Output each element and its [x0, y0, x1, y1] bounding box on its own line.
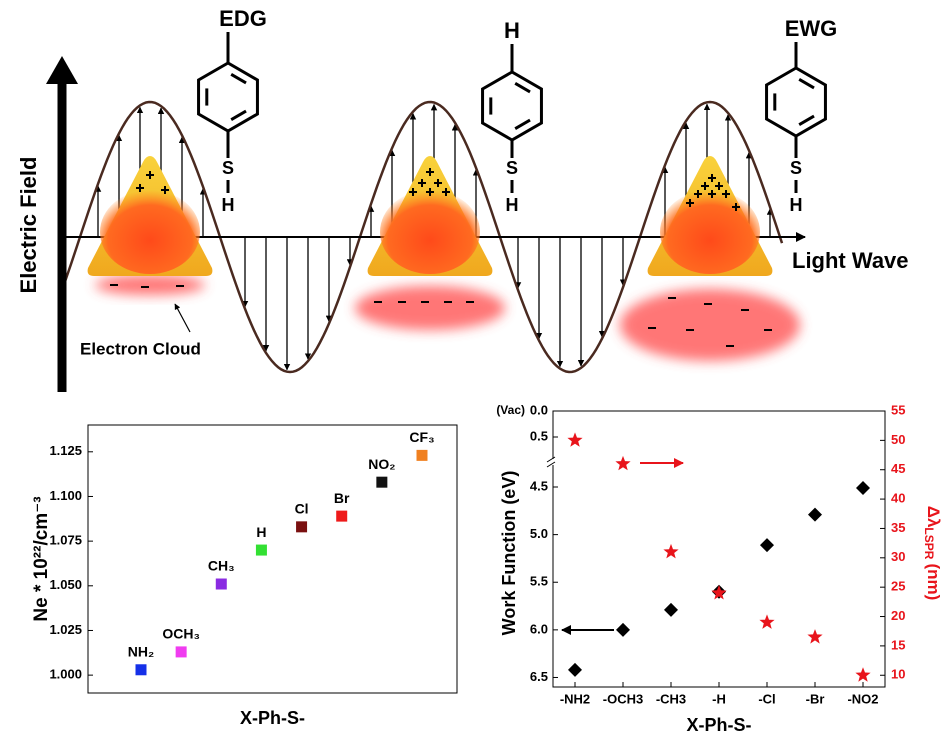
data-point [376, 477, 387, 488]
y-tick-label: 5.0 [530, 526, 548, 541]
point-label: NO₂ [368, 456, 395, 472]
diamond-point [760, 538, 774, 552]
vacuum-label: (Vac) [496, 403, 525, 417]
y2-tick-label: 25 [891, 579, 905, 594]
y2-tick-label: 10 [891, 667, 905, 682]
star-point [855, 667, 870, 681]
star-point [663, 544, 678, 559]
point-label: Br [334, 490, 350, 506]
y2-label-sub: LSPR [922, 527, 936, 559]
data-point [136, 664, 147, 675]
point-label: Cl [295, 501, 309, 517]
substituent-label: EDG [219, 6, 267, 31]
data-point [256, 545, 267, 556]
y-tick-label: 6.5 [530, 669, 548, 684]
diamond-point [664, 603, 678, 617]
hot-core [100, 190, 200, 274]
y2-tick-label: 30 [891, 549, 905, 564]
data-point [296, 521, 307, 532]
electron-cloud [620, 289, 800, 361]
data-point [417, 450, 428, 461]
hydrogen-label: H [790, 195, 803, 215]
y2-tick-label: 35 [891, 520, 905, 535]
x-tick-label: -CH3 [656, 691, 686, 706]
data-point [336, 511, 347, 522]
x-axis-label: X-Ph-S- [687, 715, 752, 735]
electron-cloud [355, 286, 505, 330]
y-tick-label: 1.125 [49, 443, 82, 458]
cloud-label: Electron Cloud [80, 339, 201, 358]
hydrogen-label: H [506, 195, 519, 215]
field-label: Electric Field [16, 157, 41, 294]
double-bond [231, 74, 246, 83]
double-bond [231, 111, 246, 120]
data-point [216, 579, 227, 590]
double-bond [515, 120, 530, 129]
substituent-label: EWG [785, 16, 838, 41]
y2-tick-label: 50 [891, 432, 905, 447]
point-label: H [256, 524, 266, 540]
sulfur-label: S [222, 158, 234, 178]
star-point [759, 614, 774, 629]
x-tick-label: -NH2 [560, 691, 590, 706]
y2-label-unit: (nm) [924, 563, 943, 600]
star-point [615, 456, 630, 470]
y-tick-label: 1.050 [49, 577, 82, 592]
point-label: CF₃ [409, 429, 434, 445]
x-tick-label: -NO2 [847, 691, 878, 706]
diamond-point [568, 663, 582, 677]
data-point [176, 646, 187, 657]
point-label: OCH₃ [162, 626, 200, 642]
y-tick-label: 4.5 [530, 478, 548, 493]
double-bond [799, 116, 814, 125]
double-bond [799, 79, 814, 88]
plot-frame [553, 411, 885, 687]
y2-tick-label: 40 [891, 491, 905, 506]
sulfur-label: S [790, 158, 802, 178]
x-tick-label: -Cl [758, 691, 775, 706]
point-label: NH₂ [128, 643, 154, 659]
y-tick-label: 6.0 [530, 621, 548, 636]
y2-tick-label: 20 [891, 608, 905, 623]
x-tick-label: -H [712, 691, 726, 706]
diamond-point [616, 623, 630, 637]
y-tick-label: 1.000 [49, 667, 82, 682]
y2-label-main: Δλ [924, 506, 943, 528]
point-label: CH₃ [208, 558, 235, 574]
field-arrowhead [46, 56, 78, 84]
y2-axis-label: ΔλLSPR (nm) [922, 506, 943, 601]
y-tick-label: 0.0 [530, 402, 548, 417]
sulfur-label: S [506, 158, 518, 178]
diagram: Electric Field Light Wave Electron Cloud… [16, 6, 909, 392]
y-axis-label: Ne * 10²²/cm⁻³ [31, 496, 52, 621]
x-tick-label: -Br [806, 691, 825, 706]
x-tick-label: -OCH3 [603, 691, 643, 706]
y2-tick-label: 45 [891, 461, 905, 476]
diamond-point [808, 508, 822, 522]
star-point [807, 629, 822, 644]
y-tick-label: 1.025 [49, 622, 82, 637]
y-axis-label: Work Function (eV) [499, 471, 519, 636]
y-tick-label: 0.5 [530, 428, 548, 443]
y-tick-label: 1.075 [49, 533, 82, 548]
star-point [567, 432, 582, 446]
hot-core [380, 190, 480, 274]
diamond-point [856, 481, 870, 495]
substituent-label: H [504, 18, 520, 43]
double-bond [515, 83, 530, 92]
y-tick-label: 5.5 [530, 574, 548, 589]
hydrogen-label: H [222, 195, 235, 215]
cloud-pointer [175, 304, 190, 332]
y-tick-label: 1.100 [49, 488, 82, 503]
figure: Electric Field Light Wave Electron Cloud… [0, 0, 946, 740]
hot-core [660, 190, 760, 274]
wave-label: Light Wave [792, 248, 909, 273]
y2-tick-label: 15 [891, 637, 905, 652]
y2-tick-label: 55 [891, 402, 905, 417]
x-axis-label: X-Ph-S- [240, 708, 305, 728]
